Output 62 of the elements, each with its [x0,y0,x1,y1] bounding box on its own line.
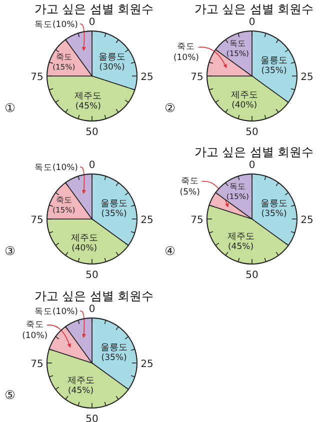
text: ③ [4,244,16,258]
data-label: (35%) [101,208,127,219]
slice-label: 독도(10%) [34,307,78,317]
legend-label: 제주도 [230,90,258,101]
slice-label: 죽도 [180,176,199,186]
text: ④ [164,244,176,258]
data-label: (35%) [261,208,287,219]
slice-label: 독도(10%) [34,20,78,30]
text: 0 [248,17,256,28]
chart-title: 가고 싶은 섬별 회원수 [34,2,154,16]
text: 25 [300,72,314,83]
text: 75 [30,215,44,226]
text: 25 [140,359,154,370]
slice-label: 울릉도 [100,198,128,209]
text: 50 [86,127,98,138]
text: 25 [140,72,154,83]
data-label: (5%) [180,187,200,198]
text: 50 [86,270,98,281]
slice-label: 죽도 [56,52,72,62]
text: 0 [88,304,96,315]
text: 75 [30,359,44,370]
text: ⑤ [4,388,16,402]
data-label: (10%) [22,331,48,342]
data-label: (35%) [261,66,287,76]
legend-label: 제주도 [70,234,98,244]
legend-label: 제주도 [74,91,102,102]
chart-title: 가고 싶은 섬별 회원수 [194,2,314,16]
text: 0 [248,160,256,171]
chart-title: 가고 싶은 섬별 회원수 [34,289,154,303]
text: 50 [246,127,258,138]
data-label: (10%) [173,53,199,64]
text: 75 [190,72,204,83]
slice-label: 독도 [230,38,246,48]
slice-label: 죽도 [177,42,196,52]
slice-label: 죽도 [26,320,44,330]
text: ① [4,101,16,115]
slice-label: 독도(10%) [34,163,78,173]
text: 50 [246,270,258,281]
text: 0 [88,17,96,28]
slice-label: 울릉도 [260,198,288,209]
data-label: (30%) [99,62,125,72]
slice-label: 울릉도 [98,52,126,62]
chart-title: 가고 싶은 섬별 회원수 [194,145,314,159]
data-label: (45%) [75,101,101,112]
text: ② [164,101,176,115]
data-label: (40%) [232,100,258,111]
data-label: (40%) [72,244,98,254]
legend-label: 제주도 [67,376,94,386]
legend-label: 제주도 [227,232,254,242]
data-label: (35%) [101,352,127,363]
slice-label: 울릉도 [100,342,128,353]
slice-label: 울릉도 [260,56,288,66]
text: 0 [88,160,96,171]
text: 25 [140,215,154,226]
text: 75 [30,72,44,83]
data-label: (45%) [228,242,254,252]
slice-label: 독도 [230,182,246,191]
data-label: (45%) [68,386,94,396]
slice-label: 죽도 [56,196,72,205]
text: 50 [86,414,98,422]
text: 75 [190,215,204,226]
text: 25 [300,215,314,226]
